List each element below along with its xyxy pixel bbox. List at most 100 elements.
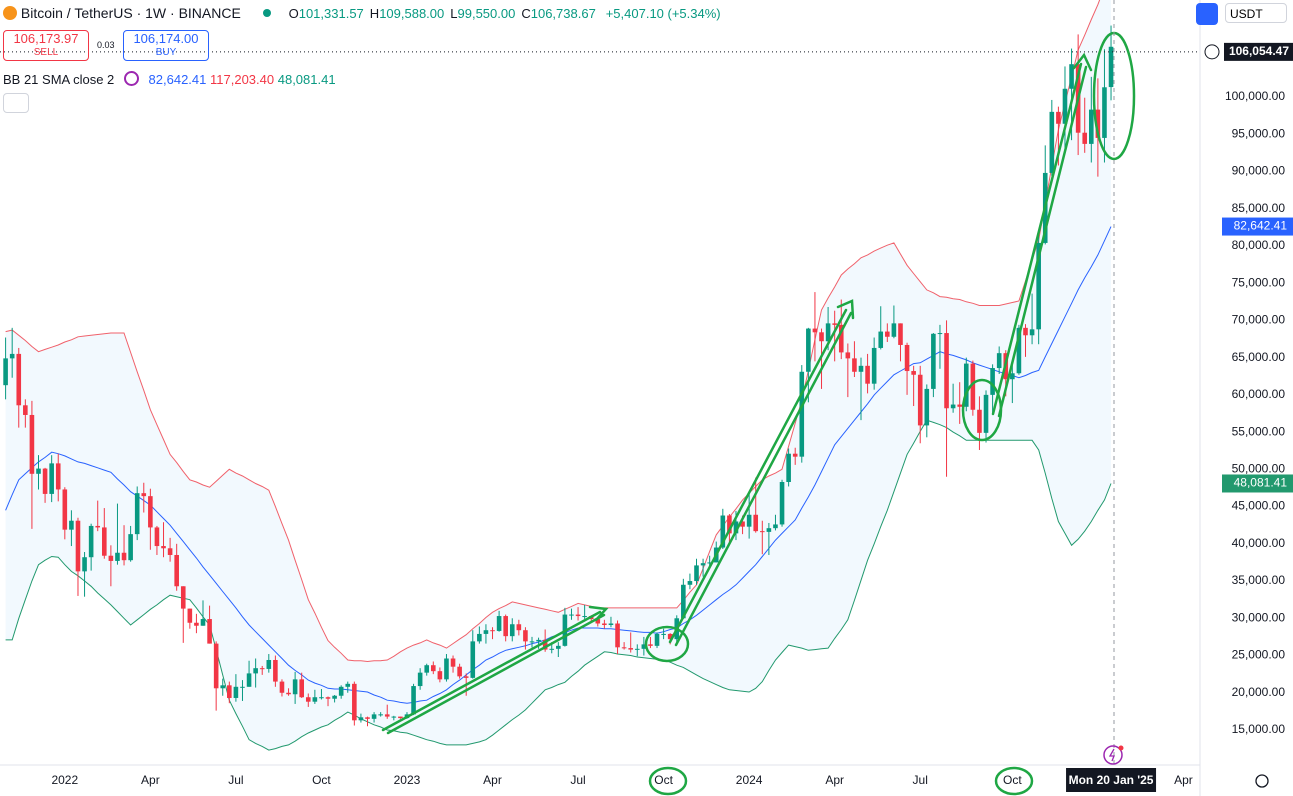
circle [648,766,688,796]
x-tick-label: Apr [1174,773,1193,787]
x-tick-label: Apr [825,773,844,787]
candle-body [957,404,962,407]
x-tick-label: 2023 [394,773,421,787]
candle-body [338,686,344,696]
band-upper [5,0,1101,663]
candle-body [549,648,555,650]
candle-body [49,463,54,494]
candle-body [746,514,752,527]
candle-body [1016,327,1022,374]
candle-body [305,697,311,702]
refresh-button[interactable] [1196,3,1218,25]
ohlc-label: C [521,6,531,21]
y-tick-label: 60,000.00 [1232,387,1286,401]
indicator-lower: 48,081.41 [277,72,336,87]
candle-body [950,404,956,409]
candle-body [832,323,837,325]
y-tick-label: 25,000.00 [1232,648,1286,662]
candle-body [799,371,805,457]
candle-body [187,608,193,623]
x-tick-label: Jul [913,773,928,787]
candle-body [858,365,864,372]
x-tick-label: Jul [570,773,585,787]
candle-body [273,659,278,682]
candle-body [937,333,943,335]
x-tick-label: Mon 20 Jan '25 [1069,773,1154,787]
y-tick-label: 95,000.00 [1232,126,1286,140]
candle-body [687,581,693,585]
y-tick-label: 20,000.00 [1232,685,1286,699]
candle-body [154,527,160,547]
candle-body [161,546,166,549]
y-tick-label: 15,000.00 [1232,722,1286,736]
candle-body [911,371,916,375]
circle [644,625,690,663]
candle-body [378,714,383,716]
candle-body [352,683,357,721]
settings-icon[interactable] [1255,774,1269,788]
candle-body [727,515,732,534]
indicator-legend: BB 21 SMA close 2 82,642.41 117,203.40 4… [3,71,336,87]
candle-body [194,622,199,626]
candle-body [996,353,1002,369]
candle-body [167,548,173,555]
currency-select[interactable]: USDT [1225,3,1287,23]
arrow [381,605,609,735]
candle-body [55,463,61,490]
candle-body [760,531,765,533]
indicator-name[interactable]: BB 21 SMA close 2 [3,72,115,87]
collapse-button[interactable] [3,93,29,113]
candle-body [1069,64,1074,89]
candle-body [977,409,982,433]
candle-body [121,552,127,561]
candle-body [444,658,449,680]
candle-body [384,714,390,717]
status-dot [262,9,271,17]
candle-body [720,515,726,548]
candle-body [227,685,232,698]
buy-button[interactable]: 106,174.00 BUY [123,30,209,61]
candle-body [75,520,81,572]
btc-icon [3,6,17,20]
candle-body [490,630,495,632]
circle [994,766,1034,796]
sell-button[interactable]: 106,173.97 SELL [3,30,89,61]
y-tick-label: 55,000.00 [1232,424,1286,438]
candle-body [477,633,482,642]
candle-body [700,563,706,566]
candle-body [88,525,94,558]
candle-body [450,658,456,667]
candle-body [924,388,930,426]
candle-body [865,365,870,384]
candle-body [819,332,824,342]
candle-body [602,623,607,625]
candle-body [220,685,226,689]
candle-body [174,554,179,587]
y-tick-label: 65,000.00 [1232,350,1286,364]
candle-body [1010,373,1015,380]
x-tick-label: Apr [141,773,160,787]
candle-body [628,648,633,650]
candle-body [516,624,522,631]
candle-body [62,489,68,530]
band-tag-label: 82,642.41 [1234,219,1288,233]
candle-body [509,624,515,637]
candle-body [615,623,620,648]
event-icon[interactable] [1103,745,1123,765]
spread: 0.03 [97,40,115,50]
candle-body [332,695,337,699]
y-tick-label: 70,000.00 [1232,313,1286,327]
candle-body [891,323,897,337]
indicator-upper: 117,203.40 [210,72,275,87]
candle-body [470,641,476,678]
x-tick-label: Oct [654,773,673,787]
candle-body [36,468,41,474]
candle-body [16,353,22,406]
x-tick-label: Jul [228,773,243,787]
x-tick-label: 2024 [736,773,763,787]
symbol[interactable]: Bitcoin / TetherUS · 1W · BINANCE [20,5,241,21]
ohlc-value: 106,738.67 [530,6,596,21]
currency: USDT [1230,7,1263,21]
sell-price: 106,173.97 [13,31,79,46]
candle-body [134,493,140,535]
